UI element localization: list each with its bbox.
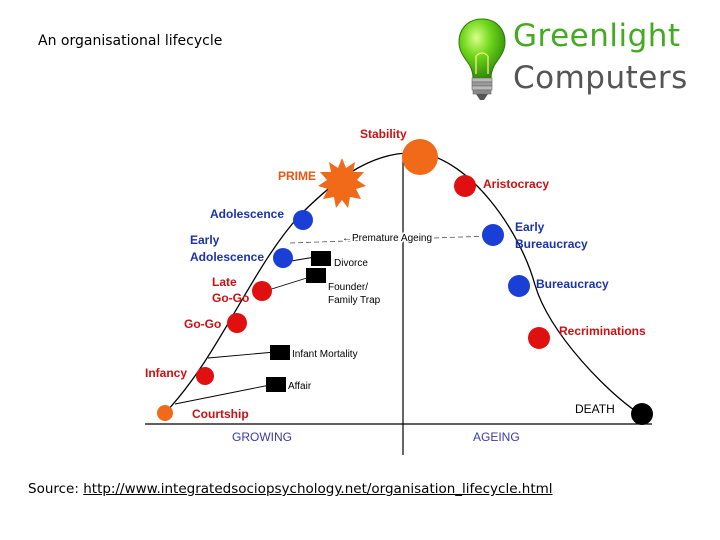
adolescence-label: Adolescence <box>210 207 284 221</box>
early-bureaucracy-label: Early Bureaucracy <box>515 220 588 251</box>
adolescence-node <box>293 210 313 230</box>
late-go-go-label-line2: Go-Go <box>212 291 249 305</box>
stability-node <box>402 139 438 175</box>
affair-branch-line <box>174 384 271 405</box>
aristocracy-node <box>454 175 476 197</box>
founder-trap-box <box>306 268 326 283</box>
courtship-node <box>157 405 173 421</box>
recriminations-node <box>528 327 550 349</box>
infancy-label: Infancy <box>145 366 187 380</box>
stability-label: Stability <box>360 127 407 141</box>
recriminations-label: Recriminations <box>559 324 646 338</box>
early-adolescence-label-line2: Adolescence <box>190 250 264 264</box>
courtship-label: Courtship <box>192 407 249 421</box>
founder-trap-label-line1: Founder/ <box>328 282 368 293</box>
infancy-node <box>196 367 214 385</box>
early-bureaucracy-node <box>482 224 504 246</box>
prime-label: PRIME <box>278 169 316 183</box>
founder-trap-label: Founder/ Family Trap <box>328 282 381 306</box>
premature-ageing-label: ←Premature Ageing <box>342 233 432 244</box>
slide-title: An organisational lifecycle <box>38 33 223 49</box>
company-logo: Greenlight Computers <box>456 14 718 104</box>
lightbulb-icon <box>458 18 506 100</box>
source-link[interactable]: http://www.integratedsociopsychology.net… <box>83 481 553 497</box>
growing-axis-label: GROWING <box>232 430 292 444</box>
infant-mortality-trap-box <box>270 345 290 360</box>
early-bureaucracy-label-line2: Bureaucracy <box>515 237 588 251</box>
late-go-go-label-line1: Late <box>212 275 237 289</box>
infant-mortality-branch-line <box>207 351 276 359</box>
bureaucracy-label: Bureaucracy <box>536 277 609 291</box>
aristocracy-label: Aristocracy <box>483 177 549 191</box>
premature-ageing-line <box>289 235 491 244</box>
source-prefix: Source: <box>28 481 84 497</box>
early-bureaucracy-label-line1: Early <box>515 220 545 234</box>
death-label: DEATH <box>575 402 615 416</box>
early-adolescence-label-line1: Early <box>190 233 220 247</box>
founder-trap-label-line2: Family Trap <box>328 295 381 306</box>
source-citation: Source: http://www.integratedsociopsycho… <box>28 481 553 497</box>
go-go-node <box>227 313 247 333</box>
logo-text-greenlight: Greenlight <box>513 18 681 54</box>
late-go-go-node <box>252 281 272 301</box>
late-go-go-label: Late Go-Go <box>212 275 249 305</box>
logo-text-computers: Computers <box>513 60 688 96</box>
early-adolescence-node <box>273 248 293 268</box>
bureaucracy-node <box>508 275 530 297</box>
divorce-label: Divorce <box>334 258 368 269</box>
go-go-label: Go-Go <box>184 317 221 331</box>
infant-mortality-label: Infant Mortality <box>292 349 358 360</box>
affair-label: Affair <box>288 381 312 392</box>
early-adolescence-label: Early Adolescence <box>190 233 264 264</box>
affair-trap-box <box>266 377 286 392</box>
ageing-axis-label: AGEING <box>473 430 520 444</box>
death-node <box>631 403 653 425</box>
prime-node <box>327 168 357 198</box>
divorce-trap-box <box>311 251 331 266</box>
